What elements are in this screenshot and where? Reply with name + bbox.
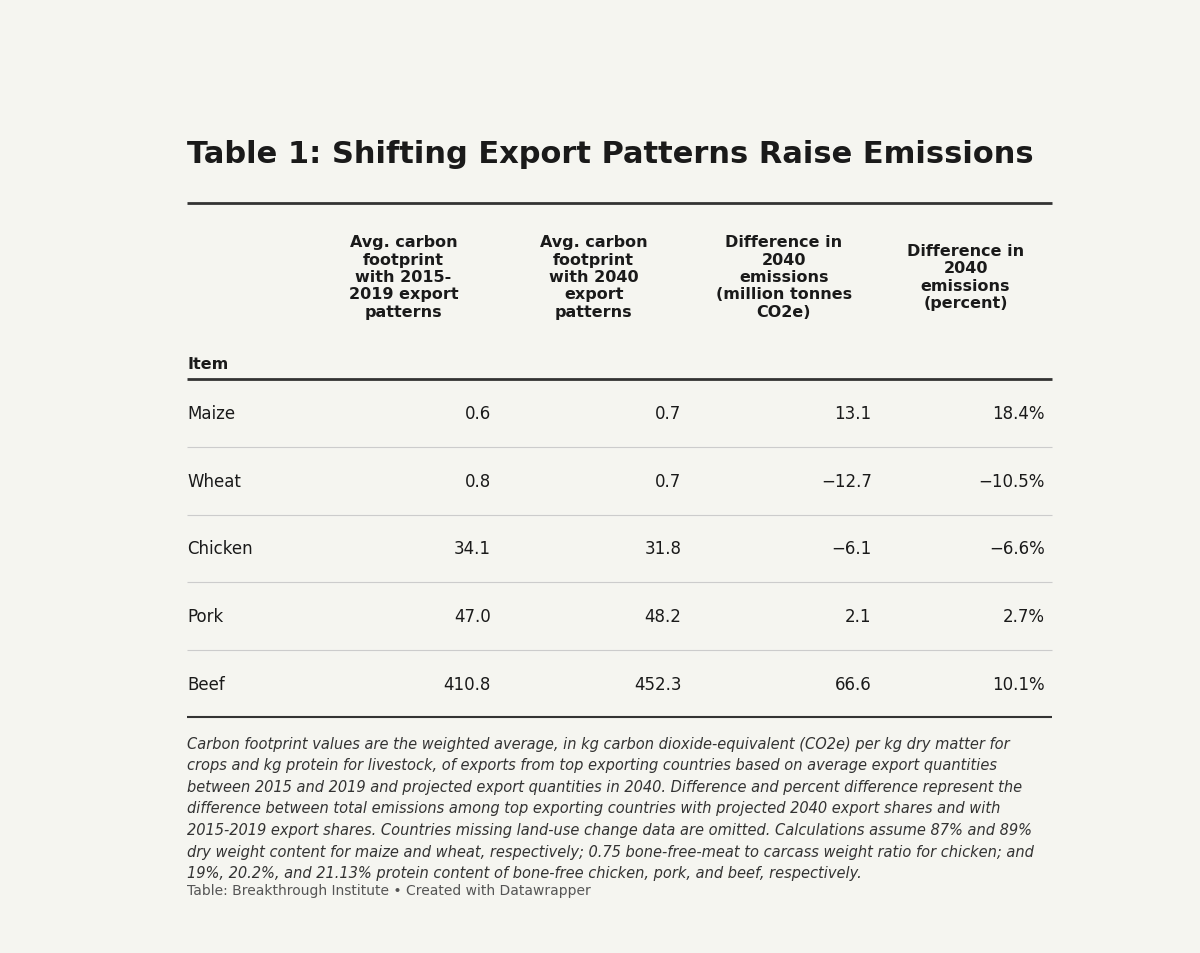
Text: 0.7: 0.7 xyxy=(655,405,682,423)
Text: 2.1: 2.1 xyxy=(845,607,871,625)
Text: Maize: Maize xyxy=(187,405,235,423)
Text: Item: Item xyxy=(187,356,228,372)
Text: Difference in
2040
emissions
(percent): Difference in 2040 emissions (percent) xyxy=(907,244,1024,311)
Text: 0.8: 0.8 xyxy=(464,473,491,490)
Text: 48.2: 48.2 xyxy=(644,607,682,625)
Text: 10.1%: 10.1% xyxy=(992,675,1045,693)
Text: 66.6: 66.6 xyxy=(835,675,871,693)
Text: Wheat: Wheat xyxy=(187,473,241,490)
Text: −6.6%: −6.6% xyxy=(989,539,1045,558)
Text: 18.4%: 18.4% xyxy=(992,405,1045,423)
Text: Carbon footprint values are the weighted average, in kg carbon dioxide-equivalen: Carbon footprint values are the weighted… xyxy=(187,736,1034,881)
Text: 410.8: 410.8 xyxy=(444,675,491,693)
Text: −6.1: −6.1 xyxy=(832,539,871,558)
Text: Difference in
2040
emissions
(million tonnes
CO2e): Difference in 2040 emissions (million to… xyxy=(716,235,852,319)
Text: Table: Breakthrough Institute • Created with Datawrapper: Table: Breakthrough Institute • Created … xyxy=(187,882,590,897)
Text: −12.7: −12.7 xyxy=(821,473,871,490)
Text: −10.5%: −10.5% xyxy=(978,473,1045,490)
Text: 34.1: 34.1 xyxy=(454,539,491,558)
Text: Pork: Pork xyxy=(187,607,223,625)
Text: 2.7%: 2.7% xyxy=(1003,607,1045,625)
Text: 452.3: 452.3 xyxy=(634,675,682,693)
Text: 31.8: 31.8 xyxy=(644,539,682,558)
Text: Avg. carbon
footprint
with 2040
export
patterns: Avg. carbon footprint with 2040 export p… xyxy=(540,235,648,319)
Text: Beef: Beef xyxy=(187,675,224,693)
Text: 47.0: 47.0 xyxy=(455,607,491,625)
Text: 0.7: 0.7 xyxy=(655,473,682,490)
Text: Chicken: Chicken xyxy=(187,539,253,558)
Text: 0.6: 0.6 xyxy=(464,405,491,423)
Text: 13.1: 13.1 xyxy=(834,405,871,423)
Text: Avg. carbon
footprint
with 2015-
2019 export
patterns: Avg. carbon footprint with 2015- 2019 ex… xyxy=(349,235,458,319)
Text: Table 1: Shifting Export Patterns Raise Emissions: Table 1: Shifting Export Patterns Raise … xyxy=(187,140,1034,169)
